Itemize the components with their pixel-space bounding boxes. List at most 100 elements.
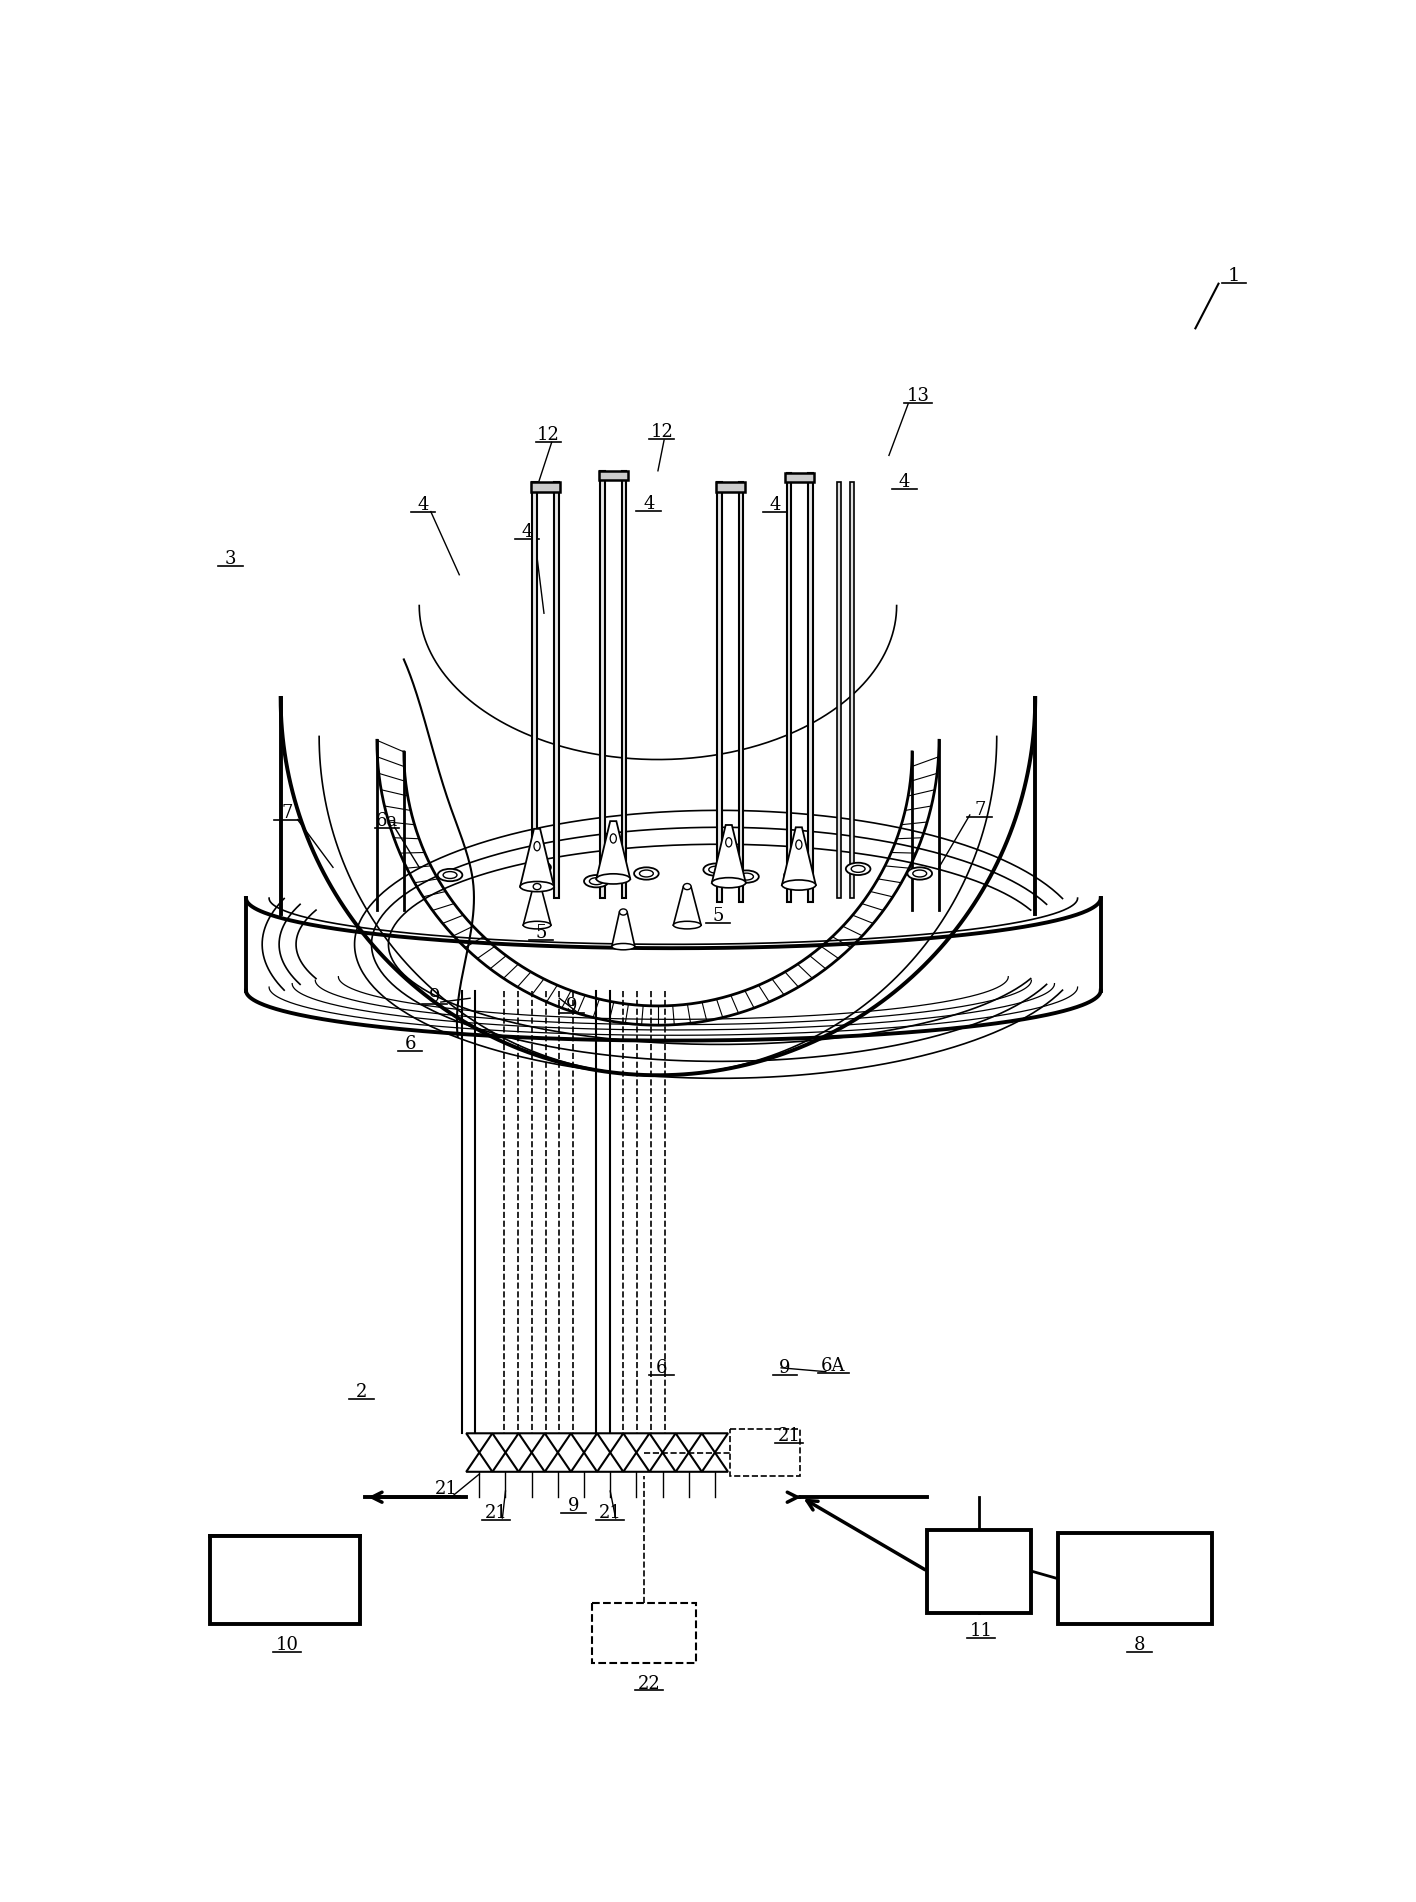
Text: 13: 13 [906, 388, 930, 405]
Polygon shape [612, 911, 634, 947]
Ellipse shape [913, 869, 926, 877]
Bar [592, 1603, 697, 1662]
Bar [210, 1535, 360, 1624]
Polygon shape [675, 1434, 702, 1453]
Polygon shape [650, 1434, 675, 1453]
Polygon shape [782, 827, 816, 884]
Ellipse shape [438, 869, 463, 881]
Ellipse shape [674, 921, 701, 928]
Polygon shape [784, 474, 814, 483]
Text: 22: 22 [637, 1674, 660, 1693]
FancyBboxPatch shape [786, 474, 792, 902]
FancyBboxPatch shape [622, 472, 626, 898]
Bar [1058, 1533, 1212, 1624]
Ellipse shape [634, 867, 658, 879]
Ellipse shape [845, 864, 871, 875]
Text: 7: 7 [974, 801, 986, 818]
Polygon shape [531, 483, 561, 491]
Ellipse shape [712, 877, 746, 888]
Text: 4: 4 [521, 523, 532, 542]
Ellipse shape [523, 921, 551, 928]
Polygon shape [596, 822, 630, 879]
Text: 9: 9 [779, 1358, 790, 1377]
Text: 4: 4 [643, 495, 654, 514]
Text: 21: 21 [435, 1480, 457, 1499]
Ellipse shape [520, 881, 554, 892]
Ellipse shape [851, 865, 865, 873]
Ellipse shape [534, 884, 541, 890]
Polygon shape [545, 1434, 571, 1453]
Polygon shape [598, 1434, 623, 1453]
Text: 12: 12 [650, 424, 673, 441]
FancyBboxPatch shape [837, 483, 841, 898]
Ellipse shape [709, 865, 722, 873]
Polygon shape [545, 1453, 571, 1472]
Text: 6A: 6A [821, 1358, 845, 1375]
Polygon shape [675, 1453, 702, 1472]
Text: 1: 1 [1228, 266, 1240, 285]
Bar [927, 1529, 1031, 1613]
Text: 9: 9 [429, 987, 440, 1006]
Ellipse shape [640, 869, 653, 877]
Text: 6a: 6a [375, 812, 398, 829]
Text: 10: 10 [275, 1636, 299, 1655]
Text: 21: 21 [484, 1504, 508, 1522]
Polygon shape [650, 1453, 675, 1472]
Polygon shape [493, 1434, 518, 1453]
Polygon shape [518, 1453, 545, 1472]
FancyBboxPatch shape [554, 483, 558, 898]
FancyBboxPatch shape [532, 483, 537, 898]
Ellipse shape [534, 841, 539, 850]
Polygon shape [571, 1453, 598, 1472]
Text: 9: 9 [568, 1497, 579, 1516]
Polygon shape [598, 1453, 623, 1472]
Ellipse shape [790, 871, 803, 879]
Ellipse shape [908, 867, 932, 879]
FancyBboxPatch shape [739, 483, 743, 902]
FancyBboxPatch shape [850, 483, 854, 898]
Ellipse shape [784, 869, 809, 881]
Text: 6: 6 [404, 1035, 416, 1054]
Ellipse shape [684, 884, 691, 890]
Text: 2: 2 [355, 1383, 367, 1402]
Text: 11: 11 [970, 1622, 993, 1640]
FancyBboxPatch shape [809, 474, 813, 902]
Ellipse shape [527, 862, 551, 873]
Ellipse shape [725, 837, 732, 846]
Text: 3: 3 [225, 550, 236, 569]
Text: 12: 12 [537, 426, 561, 443]
Text: 4: 4 [899, 474, 910, 491]
Text: 5: 5 [535, 924, 547, 941]
Polygon shape [674, 886, 701, 924]
Ellipse shape [583, 875, 609, 888]
Text: 5: 5 [712, 907, 724, 924]
Text: 9: 9 [566, 997, 578, 1016]
Text: 21: 21 [777, 1426, 800, 1446]
Ellipse shape [619, 909, 627, 915]
Text: 21: 21 [599, 1504, 622, 1522]
Ellipse shape [612, 943, 634, 949]
Polygon shape [702, 1453, 728, 1472]
Polygon shape [493, 1453, 518, 1472]
Polygon shape [523, 886, 551, 924]
Text: 4: 4 [769, 496, 780, 514]
Ellipse shape [704, 864, 728, 875]
Polygon shape [520, 829, 554, 886]
Polygon shape [623, 1453, 650, 1472]
Ellipse shape [443, 871, 457, 879]
Polygon shape [715, 483, 745, 491]
Polygon shape [466, 1453, 493, 1472]
Ellipse shape [796, 841, 801, 850]
Polygon shape [599, 472, 627, 479]
Polygon shape [518, 1434, 545, 1453]
Ellipse shape [739, 873, 753, 881]
Ellipse shape [610, 833, 616, 843]
Text: 6: 6 [656, 1358, 667, 1377]
FancyBboxPatch shape [600, 472, 605, 898]
Polygon shape [623, 1434, 650, 1453]
Text: 4: 4 [418, 496, 429, 514]
Text: 8: 8 [1133, 1636, 1146, 1655]
Text: 7: 7 [282, 805, 293, 822]
Polygon shape [466, 1434, 493, 1453]
Ellipse shape [782, 881, 816, 890]
